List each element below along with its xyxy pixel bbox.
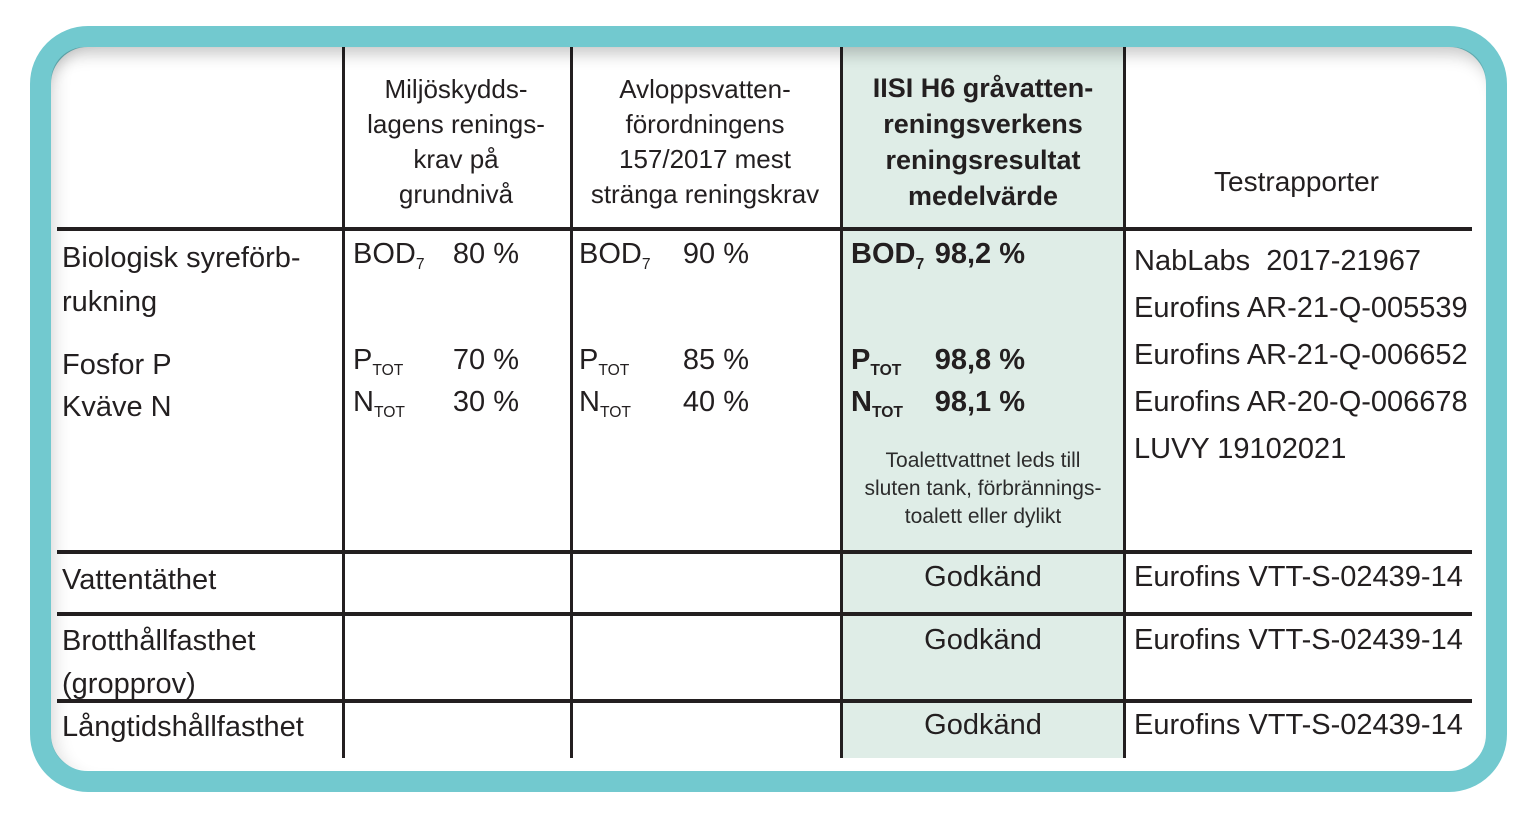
iisi-bod-row: BOD7 98,2 % bbox=[851, 238, 1025, 274]
strict-ptot-param: PTOT bbox=[579, 344, 630, 379]
ptot-subscript: TOT bbox=[372, 361, 404, 379]
iisi-ptot-row: PTOT 98,8 % bbox=[851, 344, 1025, 380]
basic-bod-value: 80 % bbox=[452, 238, 519, 270]
test-report-item: Eurofins AR-21-Q-005539 bbox=[1134, 292, 1468, 324]
row-label-kvave: Kväve N bbox=[62, 391, 172, 423]
table-hline-row2 bbox=[57, 612, 1472, 616]
longterm-strength-report: Eurofins VTT-S-02439-14 bbox=[1134, 709, 1463, 741]
basic-ntot-value: 30 % bbox=[452, 386, 519, 418]
bod-subscript: 7 bbox=[641, 255, 651, 273]
strict-bod-param: BOD7 bbox=[579, 238, 651, 273]
header-basic-requirements: Miljöskydds- lagens renings- krav på gru… bbox=[367, 74, 545, 209]
ntot-subscript: TOT bbox=[599, 403, 631, 421]
basic-bod-row: BOD7 80 % bbox=[353, 238, 519, 274]
row-label-breaking-strength-line2: (gropprov) bbox=[62, 668, 196, 700]
ntot-subscript: TOT bbox=[871, 403, 903, 421]
test-report-item: Eurofins AR-20-Q-006678 bbox=[1134, 386, 1468, 418]
strict-ntot-value: 40 % bbox=[682, 386, 749, 418]
iisi-ntot-row: NTOT 98,1 % bbox=[851, 386, 1025, 422]
header-iisi-results: IISI H6 gråvatten- reningsverkens rening… bbox=[872, 73, 1094, 211]
longterm-strength-result: Godkänd bbox=[924, 709, 1042, 741]
iisi-ptot-param: PTOT bbox=[851, 344, 902, 379]
watertightness-result: Godkänd bbox=[924, 561, 1042, 593]
strict-bod-row: BOD7 90 % bbox=[579, 238, 749, 274]
requirements-table: Miljöskydds- lagens renings- krav på gru… bbox=[57, 47, 1472, 758]
iisi-highlight-column-background bbox=[840, 47, 1126, 758]
row-label-longterm-strength: Långtidshållfasthet bbox=[62, 711, 304, 743]
iisi-bod-param: BOD7 bbox=[851, 238, 925, 273]
test-report-item: Eurofins AR-21-Q-006652 bbox=[1134, 339, 1468, 371]
basic-ntot-param: NTOT bbox=[353, 386, 405, 421]
basic-ntot-row: NTOT 30 % bbox=[353, 386, 519, 422]
iisi-bod-value: 98,2 % bbox=[934, 238, 1025, 270]
test-report-item: NabLabs 2017-21967 bbox=[1134, 245, 1422, 277]
test-report-list: NabLabs 2017-21967 Eurofins AR-21-Q-0055… bbox=[1134, 238, 1468, 473]
bod-subscript: 7 bbox=[915, 255, 925, 273]
strict-ptot-row: PTOT 85 % bbox=[579, 344, 749, 380]
bod-subscript: 7 bbox=[415, 255, 425, 273]
test-report-item: LUVY 19102021 bbox=[1134, 433, 1347, 465]
table-hline-row3 bbox=[57, 699, 1472, 703]
ntot-subscript: TOT bbox=[373, 403, 405, 421]
basic-ptot-param: PTOT bbox=[353, 344, 404, 379]
row-label-fosfor: Fosfor P bbox=[62, 349, 172, 381]
table-vline-3 bbox=[840, 47, 843, 758]
row-label-breaking-strength: Brotthållfasthet (gropprov) bbox=[62, 625, 256, 700]
basic-bod-param: BOD7 bbox=[353, 238, 425, 273]
ptot-subscript: TOT bbox=[598, 361, 630, 379]
strict-bod-value: 90 % bbox=[682, 238, 749, 270]
iisi-ntot-value: 98,1 % bbox=[934, 386, 1025, 418]
rounded-frame bbox=[30, 26, 1507, 792]
header-strict-requirements: Avloppsvatten- förordningens 157/2017 me… bbox=[590, 74, 820, 209]
strict-ntot-row: NTOT 40 % bbox=[579, 386, 749, 422]
table-hline-header bbox=[57, 227, 1472, 231]
table-vline-1 bbox=[342, 47, 345, 758]
ptot-subscript: TOT bbox=[870, 361, 902, 379]
row-label-biological-oxygen: Biologisk syreförb- rukning bbox=[62, 242, 301, 318]
toilet-water-note: Toalettvattnet leds till sluten tank, fö… bbox=[864, 449, 1102, 528]
strict-ntot-param: NTOT bbox=[579, 386, 631, 421]
watertightness-report: Eurofins VTT-S-02439-14 bbox=[1134, 561, 1463, 593]
table-vline-2 bbox=[570, 47, 573, 758]
breaking-strength-result: Godkänd bbox=[924, 624, 1042, 656]
iisi-ptot-value: 98,8 % bbox=[934, 344, 1025, 376]
breaking-strength-report: Eurofins VTT-S-02439-14 bbox=[1134, 624, 1463, 656]
header-test-reports: Testrapporter bbox=[1214, 166, 1379, 197]
table-vline-4 bbox=[1123, 47, 1126, 758]
basic-ptot-row: PTOT 70 % bbox=[353, 344, 519, 380]
row-label-watertightness: Vattentäthet bbox=[62, 564, 217, 596]
basic-ptot-value: 70 % bbox=[452, 344, 519, 376]
table-hline-row1 bbox=[57, 550, 1472, 554]
iisi-ntot-param: NTOT bbox=[851, 386, 903, 421]
strict-ptot-value: 85 % bbox=[682, 344, 749, 376]
